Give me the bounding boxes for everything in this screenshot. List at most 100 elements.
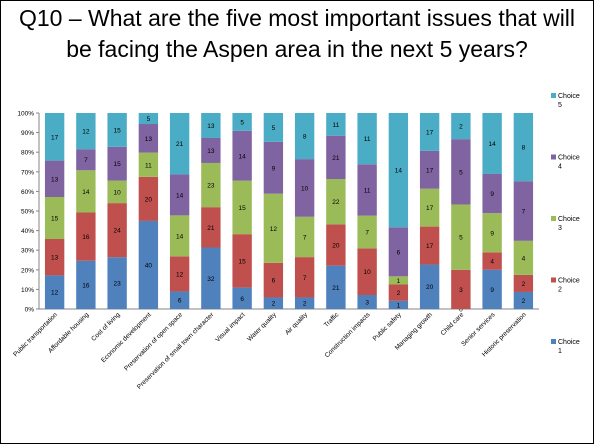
data-label-affordable-housing-choice-3: 14 [82, 189, 90, 196]
data-label-historic-preservation-choice-2: 2 [522, 281, 526, 288]
data-label-visual-impact-choice-1: 6 [240, 296, 244, 303]
bar-visual-impact-choice-2 [232, 234, 252, 288]
data-label-traffic-choice-4: 21 [332, 155, 340, 162]
data-label-construction-impacts-choice-1: 3 [365, 300, 369, 307]
data-label-public-safety-choice-1: 1 [397, 302, 401, 309]
legend-swatch-choice-4 [551, 154, 556, 160]
data-label-child-care-choice-1: 0 [459, 307, 463, 314]
x-tick-label-public-safety: Public safety [372, 311, 404, 343]
bar-historic-preservation-choice-4 [513, 181, 534, 241]
legend-swatch-choice-5 [551, 93, 556, 98]
chart-legend: Choice 5 Choice 4 Choice 3 Choice 2 Choice 1 [551, 93, 580, 355]
data-label-senior-services-choice-5: 14 [489, 141, 497, 148]
y-tick-label: 50% [21, 209, 34, 216]
data-label-historic-preservation-choice-1: 2 [522, 298, 526, 305]
data-label-preservation-of-small-town-character-choice-5: 13 [207, 123, 215, 130]
bar-affordable-housing-choice-5 [76, 113, 96, 150]
data-label-air-quality-choice-5: 8 [303, 134, 307, 141]
bar-public-transportation-choice-4 [44, 160, 65, 197]
data-label-public-transportation-choice-4: 13 [51, 176, 59, 183]
x-tick-label-preservation-of-open-space: Preservation of open space [123, 311, 184, 372]
y-tick-label: 90% [21, 130, 34, 137]
chart-bars: 1213151317161614712232410151540201113561… [44, 113, 534, 314]
bar-air-quality-choice-3 [294, 216, 315, 258]
data-label-air-quality-choice-1: 2 [303, 301, 307, 308]
data-label-managing-growth-choice-1: 20 [426, 284, 434, 291]
bar-affordable-housing-choice-4 [76, 149, 96, 171]
data-label-affordable-housing-choice-1: 16 [82, 282, 90, 289]
bar-historic-preservation-choice-5 [513, 113, 534, 182]
slide-title: Q10 – What are the five most important i… [18, 5, 576, 62]
data-label-economic-development-choice-3: 11 [145, 162, 152, 169]
bar-preservation-of-small-town-character-choice-1 [201, 247, 221, 309]
bar-construction-impacts-choice-2 [357, 248, 377, 295]
data-label-traffic-choice-1: 21 [332, 285, 340, 292]
bar-traffic-choice-5 [326, 113, 346, 136]
bar-visual-impact-choice-1 [232, 287, 252, 309]
data-label-managing-growth-choice-3: 17 [426, 205, 434, 212]
x-tick-label-child-care: Child care [440, 311, 466, 337]
y-tick-label: 20% [21, 267, 34, 274]
data-label-public-safety-choice-2: 2 [397, 290, 401, 297]
bar-economic-development-choice-1 [138, 220, 159, 309]
data-label-historic-preservation-choice-3: 4 [522, 255, 526, 262]
data-label-senior-services-choice-3: 9 [490, 230, 494, 237]
data-label-construction-impacts-choice-2: 10 [364, 269, 372, 276]
bar-cost-of-living-choice-5 [107, 113, 127, 147]
bar-economic-development-choice-5 [138, 113, 159, 125]
data-label-senior-services-choice-4: 9 [490, 191, 494, 198]
bar-historic-preservation-choice-1 [513, 291, 534, 309]
bar-visual-impact-choice-5 [232, 113, 252, 131]
bar-water-quality-choice-2 [263, 262, 284, 298]
bar-managing-growth-choice-3 [419, 188, 440, 227]
data-label-public-safety-choice-5: 14 [395, 168, 403, 175]
legend-swatch-choice-1 [551, 339, 556, 344]
bar-public-transportation-choice-5 [44, 113, 65, 161]
data-label-economic-development-choice-4: 13 [145, 136, 153, 143]
bar-public-transportation-choice-2 [44, 239, 65, 276]
data-label-public-safety-choice-4: 6 [397, 249, 401, 256]
bar-water-quality-choice-4 [263, 141, 284, 194]
bar-affordable-housing-choice-2 [76, 212, 96, 261]
bar-child-care-choice-4 [451, 139, 471, 205]
bar-historic-preservation-choice-3 [513, 240, 534, 275]
y-tick-label: 70% [21, 169, 34, 176]
y-tick-label: 10% [21, 287, 34, 294]
bar-public-safety-choice-4 [388, 227, 409, 277]
data-label-senior-services-choice-1: 9 [490, 287, 494, 294]
bar-cost-of-living-choice-3 [107, 180, 127, 204]
x-tick-label-water-quality: Water quality [246, 311, 278, 343]
data-label-public-transportation-choice-2: 13 [51, 255, 59, 262]
bar-construction-impacts-choice-1 [357, 295, 377, 309]
x-tick-label-traffic: Traffic [323, 311, 341, 329]
data-label-air-quality-choice-3: 7 [303, 234, 307, 241]
legend-label-choice-3: Choice 3 [558, 216, 580, 232]
bar-economic-development-choice-4 [138, 124, 159, 153]
bar-construction-impacts-choice-4 [357, 164, 377, 216]
bar-traffic-choice-3 [326, 179, 346, 225]
y-tick-label: 0% [25, 307, 35, 314]
data-label-construction-impacts-choice-5: 11 [364, 136, 371, 143]
bar-preservation-of-open-space-choice-4 [169, 174, 190, 216]
data-label-cost-of-living-choice-4: 15 [114, 161, 122, 168]
data-label-cost-of-living-choice-1: 23 [114, 281, 122, 288]
bar-traffic-choice-4 [326, 135, 346, 180]
bar-air-quality-choice-5 [294, 113, 315, 160]
data-label-water-quality-choice-2: 6 [272, 278, 276, 285]
data-label-traffic-choice-2: 20 [332, 243, 340, 250]
bar-water-quality-choice-3 [263, 193, 284, 263]
bar-cost-of-living-choice-1 [107, 257, 127, 309]
bar-public-safety-choice-1 [388, 300, 409, 309]
bar-construction-impacts-choice-3 [357, 215, 377, 249]
bar-visual-impact-choice-4 [232, 130, 252, 181]
data-label-historic-preservation-choice-5: 8 [522, 145, 526, 152]
bar-preservation-of-small-town-character-choice-5 [201, 113, 221, 138]
bar-preservation-of-open-space-choice-1 [169, 291, 190, 309]
bar-public-safety-choice-2 [388, 284, 409, 301]
data-label-child-care-choice-4: 5 [459, 169, 463, 176]
bar-managing-growth-choice-1 [419, 264, 440, 309]
x-tick-label-air-quality: Air quality [284, 311, 310, 337]
bar-affordable-housing-choice-3 [76, 170, 96, 213]
bar-preservation-of-open-space-choice-2 [169, 256, 190, 292]
